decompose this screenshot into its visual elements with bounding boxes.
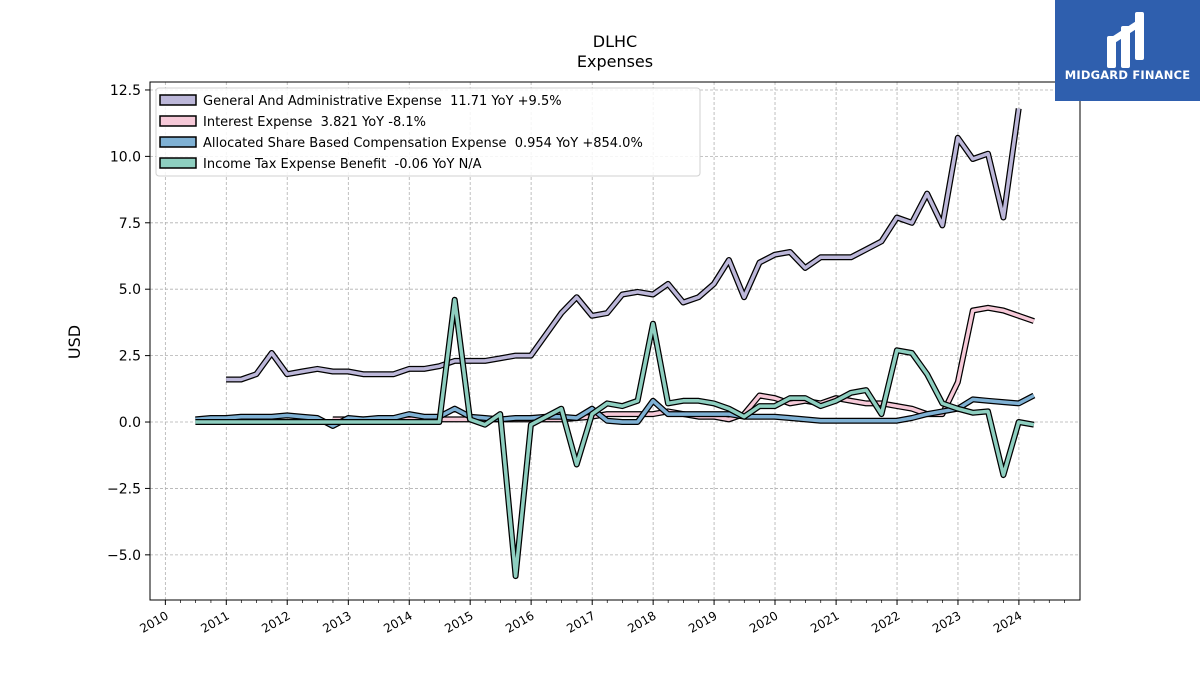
x-tick-label: 2010 — [137, 608, 170, 635]
x-tick-label: 2014 — [381, 608, 414, 635]
legend-entry-label: Allocated Share Based Compensation Expen… — [203, 136, 643, 151]
x-tick-label: 2020 — [747, 608, 780, 635]
y-tick-label: 12.5 — [110, 83, 141, 99]
legend-entry-label: General And Administrative Expense 11.71… — [203, 94, 562, 109]
legend-entry-label: Interest Expense 3.821 YoY -8.1% — [203, 115, 426, 130]
x-tick-label: 2022 — [869, 608, 902, 635]
x-tick-label: 2016 — [503, 608, 536, 635]
legend: General And Administrative Expense 11.71… — [155, 87, 701, 177]
series-lines — [195, 108, 1036, 580]
y-tick-label: 10.0 — [110, 149, 141, 165]
legend-swatch — [159, 94, 197, 106]
legend-swatch — [159, 157, 197, 169]
chart-subtitle: Expenses — [576, 52, 654, 71]
x-tick-label: 2023 — [930, 608, 963, 635]
chart-title: DLHC — [592, 32, 638, 51]
x-tick-label: 2015 — [442, 608, 475, 635]
y-axis-label: USD — [65, 325, 84, 359]
y-tick-label: 7.5 — [119, 216, 141, 232]
x-tick-label: 2019 — [686, 608, 719, 635]
y-tick-label: −2.5 — [107, 481, 141, 497]
x-tick-label: 2024 — [991, 608, 1024, 635]
y-tick-label: −5.0 — [107, 548, 141, 564]
legend-swatch — [159, 136, 197, 148]
legend-entry-label: Income Tax Expense Benefit -0.06 YoY N/A — [203, 157, 482, 172]
x-axis: 2010 2011 2012 2013 2014 2015 2016 2017 2018 2019… — [137, 600, 1065, 636]
income-tax-expense-benefit-line — [195, 298, 1035, 578]
y-tick-label: 2.5 — [119, 349, 141, 365]
x-tick-label: 2012 — [259, 608, 292, 635]
legend-box — [155, 87, 701, 177]
midgard-finance-logo: MIDGARD FINANCE — [1055, 0, 1200, 101]
y-axis: −5.0 −2.5 0.0 2.5 5.0 7.5 10.0 12.5 — [107, 83, 150, 564]
y-tick-label: 5.0 — [119, 282, 141, 298]
legend-swatch — [159, 115, 197, 127]
logo-mark-icon — [1107, 12, 1144, 68]
income-tax-expense-benefit-line-outline — [195, 296, 1035, 580]
general-and-administrative-expense-line — [226, 108, 1021, 382]
x-tick-label: 2018 — [625, 608, 658, 635]
x-tick-label: 2011 — [198, 608, 231, 635]
logo-text: MIDGARD FINANCE — [1064, 68, 1191, 82]
y-tick-label: 0.0 — [119, 415, 141, 431]
plot-frame — [149, 81, 1081, 601]
x-tick-label: 2017 — [564, 608, 597, 635]
x-tick-label: 2013 — [320, 608, 353, 635]
x-tick-label: 2021 — [808, 608, 841, 635]
